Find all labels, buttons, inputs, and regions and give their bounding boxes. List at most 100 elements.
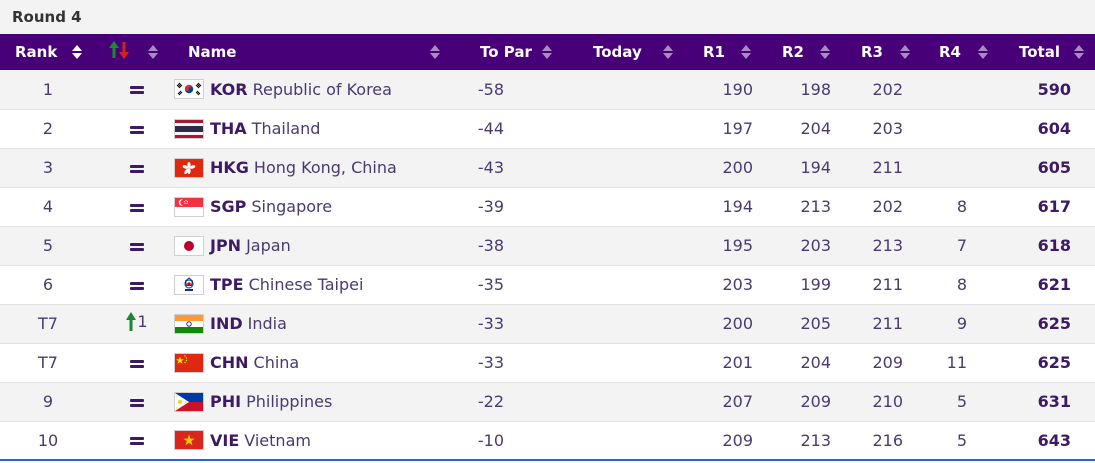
country-name[interactable]: Chinese Taipei (248, 275, 364, 294)
table-header-row: Rank Name To Par (0, 34, 1095, 70)
country-name[interactable]: Hong Kong, China (253, 158, 397, 177)
movement-cell (100, 343, 170, 382)
country-code[interactable]: VIE (210, 430, 240, 450)
column-header-r4[interactable]: R4 (923, 34, 1001, 70)
country-code[interactable]: SGP (210, 197, 247, 216)
country-code[interactable]: IND (210, 314, 243, 333)
today-cell (560, 343, 680, 382)
sort-icon[interactable] (148, 45, 158, 59)
table-row[interactable]: 6 TPE Chinese Taipei -35 203 199 211 8 6… (0, 265, 1095, 304)
to-par-cell: -10 (477, 430, 504, 450)
country-name[interactable]: Singapore (251, 197, 333, 216)
movement-cell (100, 421, 170, 460)
ind-flag-icon (174, 313, 204, 334)
country-code[interactable]: CHN (210, 353, 249, 372)
sort-icon[interactable] (900, 45, 910, 59)
name-cell: TPE Chinese Taipei (170, 265, 450, 304)
sort-icon[interactable] (430, 45, 440, 59)
to-par-cell: -38 (477, 236, 504, 255)
today-cell (560, 70, 680, 109)
r2-cell: 199 (800, 275, 831, 294)
total-cell: 621 (1037, 275, 1071, 294)
phi-flag-icon (174, 391, 204, 412)
country-name[interactable]: Vietnam (244, 430, 311, 450)
column-header-total[interactable]: Total (1001, 34, 1095, 70)
total-cell: 590 (1037, 79, 1071, 99)
table-row[interactable]: 3 HKG Hong Kong, China -43 200 194 211 6… (0, 148, 1095, 187)
column-header-name[interactable]: Name (170, 34, 450, 70)
table-row[interactable]: 5 JPN Japan -38 195 203 213 7 618 (0, 226, 1095, 265)
table-row[interactable]: T7 CHN China -33 201 204 209 11 625 (0, 343, 1095, 382)
r3-cell: 203 (872, 119, 903, 138)
column-header-to-par[interactable]: To Par (450, 34, 560, 70)
rank-cell: 2 (42, 119, 54, 138)
country-name[interactable]: Philippines (246, 392, 333, 411)
r3-cell: 209 (872, 353, 903, 372)
total-cell: 643 (1037, 430, 1071, 450)
tpe-flag-icon (174, 274, 204, 295)
r2-cell: 204 (800, 353, 831, 372)
no-change-icon (130, 163, 144, 175)
total-cell: 631 (1037, 392, 1071, 411)
r4-cell: 5 (956, 430, 967, 450)
r4-cell: 9 (956, 314, 967, 333)
country-code[interactable]: PHI (210, 392, 242, 411)
country-name[interactable]: Japan (246, 236, 291, 255)
column-header-r1[interactable]: R1 (680, 34, 765, 70)
to-par-cell: -22 (477, 392, 504, 411)
chn-flag-icon (174, 352, 204, 373)
column-header-today[interactable]: Today (560, 34, 680, 70)
column-header-rank[interactable]: Rank (0, 34, 100, 70)
r4-cell: 8 (956, 197, 967, 216)
r2-cell: 198 (800, 79, 831, 99)
total-cell: 625 (1037, 314, 1071, 333)
sort-icon[interactable] (663, 45, 673, 59)
rank-cell: T7 (38, 314, 58, 333)
table-row[interactable]: 4 SGP Singapore -39 194 213 202 8 617 (0, 187, 1095, 226)
r3-cell: 210 (872, 392, 903, 411)
table-row[interactable]: T7 1 IND India -33 200 205 211 9 625 (0, 304, 1095, 343)
column-header-r3[interactable]: R3 (843, 34, 923, 70)
rank-cell: 9 (42, 392, 54, 411)
country-code[interactable]: HKG (210, 158, 249, 177)
no-change-icon (130, 435, 144, 447)
r3-cell: 202 (872, 197, 903, 216)
sort-icon[interactable] (820, 45, 830, 59)
r3-cell: 216 (872, 430, 903, 450)
column-header-movement[interactable] (100, 34, 170, 70)
country-code[interactable]: KOR (210, 79, 248, 99)
country-name[interactable]: Republic of Korea (252, 79, 392, 99)
country-code[interactable]: JPN (210, 236, 242, 255)
r1-cell: 200 (722, 158, 753, 177)
sort-icon[interactable] (542, 45, 552, 59)
column-header-today-label: Today (593, 43, 642, 61)
name-cell: IND India (170, 304, 450, 343)
r2-cell: 204 (800, 119, 831, 138)
today-cell (560, 109, 680, 148)
today-cell (560, 148, 680, 187)
r4-cell: 11 (946, 353, 967, 372)
r1-cell: 194 (722, 197, 753, 216)
r4-cell: 7 (956, 236, 967, 255)
country-name[interactable]: India (247, 314, 287, 333)
no-change-icon (130, 202, 144, 214)
table-row[interactable]: 9 PHI Philippines -22 207 209 210 5 631 (0, 382, 1095, 421)
column-header-r2[interactable]: R2 (765, 34, 843, 70)
name-cell: JPN Japan (170, 226, 450, 265)
sgp-flag-icon (174, 196, 204, 217)
country-name[interactable]: Thailand (251, 119, 321, 138)
country-code[interactable]: TPE (210, 275, 244, 294)
r3-cell: 202 (872, 79, 903, 99)
table-row[interactable]: 10 VIE Vietnam -10 209 213 216 5 643 (0, 421, 1095, 460)
sort-icon[interactable] (72, 45, 82, 59)
sort-icon[interactable] (1074, 45, 1084, 59)
column-header-to-par-label: To Par (480, 43, 532, 61)
table-row[interactable]: 2 THA Thailand -44 197 204 203 604 (0, 109, 1095, 148)
table-row[interactable]: 1 KOR Republic of Korea -58 190 198 202 … (0, 70, 1095, 109)
country-name[interactable]: China (253, 353, 300, 372)
sort-icon[interactable] (978, 45, 988, 59)
country-code[interactable]: THA (210, 119, 247, 138)
total-cell: 625 (1037, 353, 1071, 372)
sort-icon[interactable] (741, 45, 751, 59)
hkg-flag-icon (174, 157, 204, 178)
